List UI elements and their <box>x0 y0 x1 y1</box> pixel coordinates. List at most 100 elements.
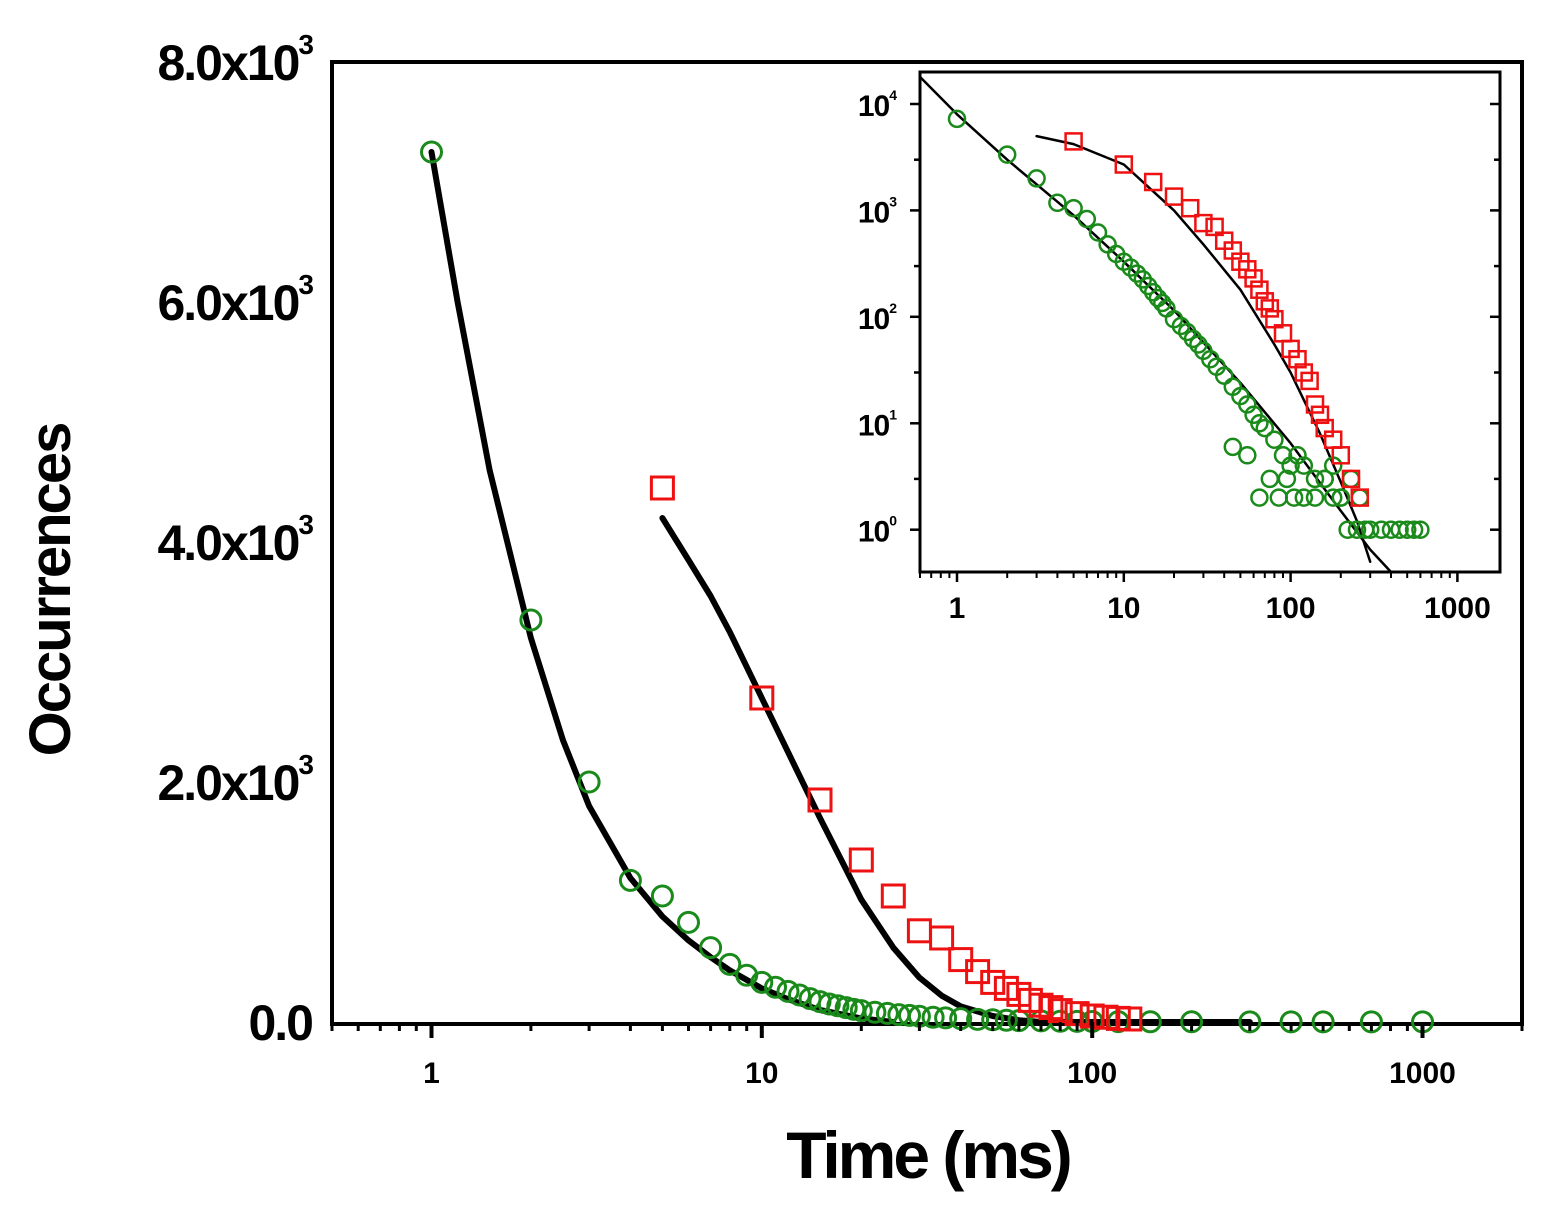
inset-green-circle-point <box>1390 520 1409 539</box>
main-x-tick-label: 100 <box>1067 1057 1117 1090</box>
inset-green-circle-point <box>1265 430 1284 449</box>
inset-y-tick-exponent: 1 <box>889 406 897 422</box>
inset-plot-background <box>920 72 1500 572</box>
inset-y-tick-exponent: 4 <box>889 87 897 103</box>
inset-red-square-point <box>1114 155 1134 174</box>
inset-green-circle-point <box>1294 488 1314 507</box>
inset-x-tick-label: 1000 <box>1424 592 1491 625</box>
inset-green-circle-point <box>1255 418 1275 438</box>
inset-x-tick-label: 10 <box>1107 592 1140 625</box>
inset-red-square-point <box>1250 280 1269 299</box>
inset-red-square-point <box>1205 217 1224 237</box>
main-green-circle-point <box>718 952 742 976</box>
main-green-circle-point <box>863 1000 887 1024</box>
y-axis-title: Occurrences <box>18 424 83 757</box>
inset-green-circle-point <box>1183 329 1203 349</box>
inset-green-circle-point <box>1305 488 1325 507</box>
main-green-circle-point <box>1279 1010 1303 1034</box>
inset-red-square-point <box>1300 371 1319 391</box>
inset-green-circle-point <box>1288 446 1307 465</box>
main-red-square-point <box>929 925 955 951</box>
main-green-circle-point <box>1180 1010 1204 1034</box>
inset-green-circle-point <box>1127 264 1147 283</box>
inset-green-circle-point <box>1077 209 1097 229</box>
main-red-square-point <box>880 883 906 909</box>
x-axis-title: Time (ms) <box>786 1118 1070 1192</box>
inset-green-circle-point <box>1027 169 1046 188</box>
inset-green-circle-point <box>1238 446 1257 465</box>
inset-y-tick-label: 103 <box>858 193 897 229</box>
inset-green-circle-point <box>1250 414 1269 433</box>
main-red-square-point <box>749 685 775 711</box>
main-red-square-point <box>807 787 833 813</box>
inset-red-square-point <box>1341 469 1361 489</box>
inset-red-square-point <box>1164 187 1184 206</box>
inset-red-square-point <box>1331 446 1351 465</box>
inset-plot-frame <box>918 70 1502 574</box>
main-green-circle-point <box>764 975 787 999</box>
main-green-circle-point <box>875 1001 899 1025</box>
inset-green-circle-point <box>1315 469 1334 489</box>
inset-y-tick-label: 104 <box>858 87 897 123</box>
inset-green-circle-point <box>1088 223 1108 242</box>
main-green-circle-point <box>776 979 800 1003</box>
main-green-circle-point <box>898 1003 921 1027</box>
inset-green-circle-point <box>1305 469 1325 489</box>
inset-green-circle-point <box>1347 520 1367 539</box>
inset-axis-ticks <box>910 102 1500 582</box>
inset-green-circle-point <box>1250 488 1269 507</box>
main-red-square-point <box>980 969 1006 995</box>
inset-green-circle-point <box>1323 488 1343 507</box>
main-green-circle-point <box>934 1006 958 1030</box>
main-y-tick-exponent: 3 <box>298 29 313 60</box>
inset-red-square-point <box>1180 198 1200 218</box>
main-y-tick-label: 8.0x103 <box>157 29 313 91</box>
inset-green-circle-point <box>1064 198 1083 218</box>
main-red-square-point <box>1117 1006 1143 1032</box>
inset-data-points <box>947 109 1430 539</box>
main-red-square-point <box>1047 998 1073 1024</box>
main-axis-ticks <box>330 1022 1524 1038</box>
inset-red-square-point <box>1305 395 1325 414</box>
inset-green-circle-point <box>1360 520 1380 539</box>
main-y-tick-label: 0.0 <box>248 995 312 1051</box>
inset-green-circle-point <box>1411 520 1430 539</box>
inset-green-circle-point <box>1294 456 1314 475</box>
inset-green-circle-point <box>1153 293 1172 313</box>
main-fit-line-1 <box>428 149 897 1025</box>
inset-x-tick-label: 1 <box>949 592 966 625</box>
inset-green-circle-point <box>1404 520 1424 539</box>
main-data-points <box>420 140 1434 1034</box>
main-green-circle-point <box>677 910 700 934</box>
main-fit-line-2 <box>659 515 1044 1025</box>
main-y-tick-label: 6.0x103 <box>157 269 313 331</box>
main-red-square-point <box>649 475 675 501</box>
inset-y-tick-exponent: 0 <box>889 513 897 529</box>
main-red-square-point <box>1038 995 1064 1021</box>
main-x-tick-label: 1000 <box>1389 1057 1456 1090</box>
main-red-square-point <box>906 918 932 944</box>
main-green-circle-point <box>519 608 543 632</box>
inset-y-tick-exponent: 3 <box>889 193 897 209</box>
inset-red-square-point <box>1310 405 1330 425</box>
main-y-tick-label: 2.0x103 <box>157 749 313 811</box>
main-green-circle-point <box>1238 1010 1262 1034</box>
inset-red-square-point <box>1194 213 1213 233</box>
inset-y-tick-label: 100 <box>858 513 897 549</box>
inset-green-circle-point <box>1171 316 1191 336</box>
inset-green-circle-point <box>1121 258 1140 277</box>
main-green-circle-point <box>921 1005 945 1029</box>
inset-green-circle-point <box>1143 283 1163 302</box>
main-green-circle-point <box>788 983 811 1007</box>
main-y-tick-exponent: 3 <box>298 749 313 780</box>
inset-y-tick-exponent: 2 <box>889 300 897 316</box>
main-green-circle-point <box>849 999 873 1023</box>
inset-red-square-point <box>1350 488 1370 507</box>
inset-red-square-point <box>1288 349 1307 369</box>
main-green-circle-point <box>577 770 601 794</box>
inset-green-circle-point <box>1397 520 1417 539</box>
main-y-tick-labels: 0.0 2.0x103 4.0x103 6.0x103 8.0x103 <box>157 29 315 1051</box>
